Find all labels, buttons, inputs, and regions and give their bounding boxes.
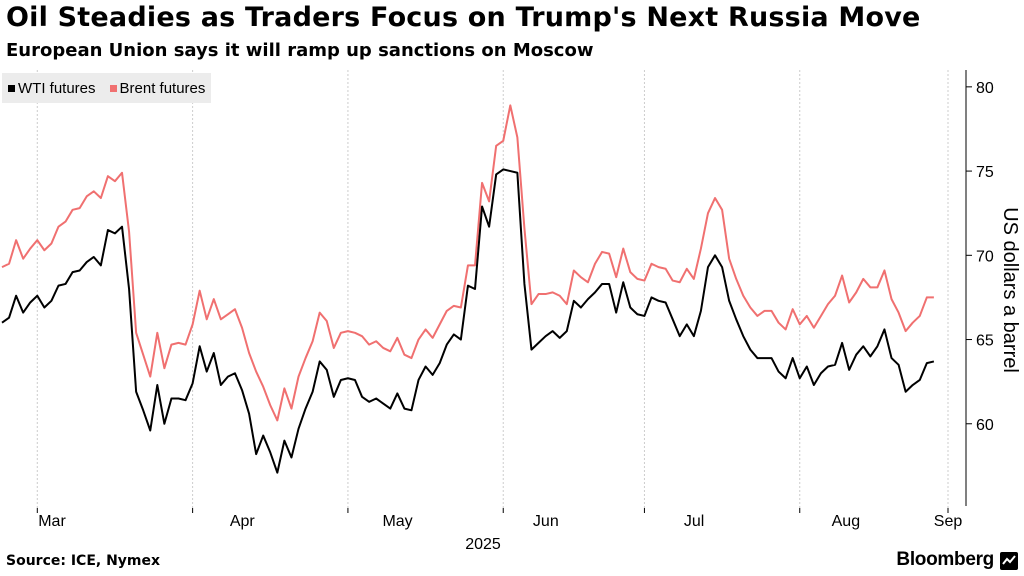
legend: WTI futures Brent futures	[2, 73, 212, 103]
grid-lines	[36, 70, 949, 508]
y-axis-label: US dollars a barrel	[999, 207, 1021, 373]
x-axis: Mar Apr May Jun Jul Aug Sep 2025	[36, 508, 963, 553]
legend-item-brent: Brent futures	[109, 79, 206, 97]
y-axis: 60 65 70 75 80 US dollars a barrel	[965, 70, 1021, 506]
x-year-label: 2025	[465, 536, 501, 553]
bloomberg-logo-text: Bloomberg	[896, 549, 994, 570]
source-note: Source: ICE, Nymex	[6, 553, 161, 569]
series-line-wti	[1, 168, 935, 474]
y-tick-label-70: 70	[976, 248, 994, 265]
chart-subtitle: European Union says it will ramp up sanc…	[6, 40, 594, 61]
legend-item-wti: WTI futures	[8, 80, 96, 97]
x-tick-label-mar: Mar	[38, 513, 66, 530]
chart-title: Oil Steadies as Traders Focus on Trump's…	[6, 2, 921, 33]
x-tick-label-jul: Jul	[684, 513, 704, 530]
y-tick-label-65: 65	[976, 333, 994, 350]
x-tick-label-sep: Sep	[934, 513, 963, 530]
x-tick-label-aug: Aug	[832, 513, 860, 530]
x-tick-label-apr: Apr	[230, 513, 256, 530]
legend-label-brent: Brent futures	[119, 79, 206, 97]
bloomberg-terminal-icon	[1000, 552, 1018, 570]
y-tick-label-60: 60	[976, 417, 994, 434]
legend-swatch-wti	[8, 84, 15, 92]
series-lines	[1, 104, 935, 474]
series-line-brent	[1, 104, 934, 422]
y-tick-label-80: 80	[976, 80, 994, 97]
legend-swatch-brent	[109, 84, 117, 92]
y-tick-label-75: 75	[976, 164, 994, 181]
x-tick-label-may: May	[382, 513, 412, 530]
legend-label-wti: WTI futures	[18, 79, 96, 97]
x-tick-label-jun: Jun	[533, 513, 559, 530]
